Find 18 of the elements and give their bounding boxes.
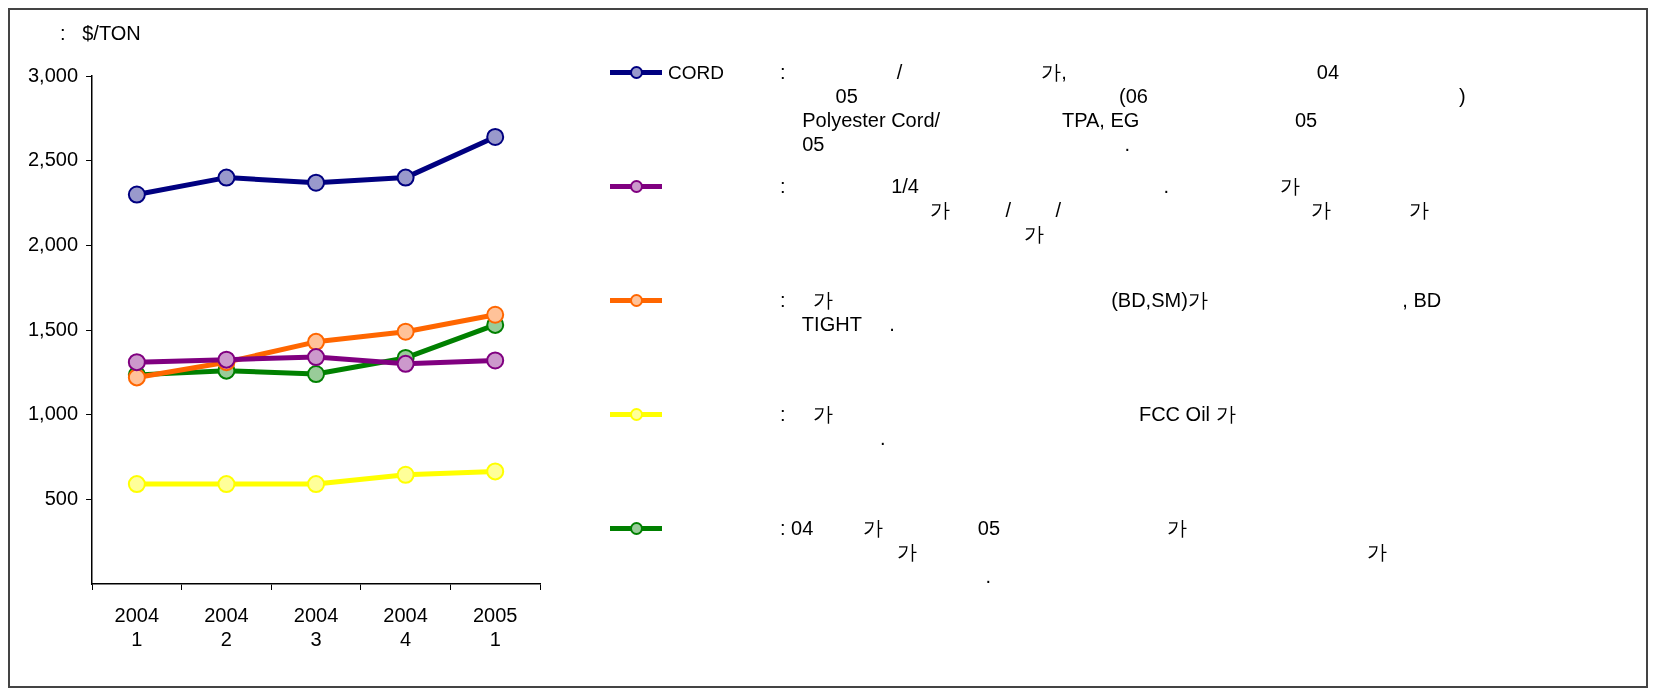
text: : / 가, 04 05 (06 ) Polyester Cord/ TPA, EG 05 05 . bbox=[780, 60, 1466, 157]
y-tick-label: 500 bbox=[44, 486, 79, 509]
legend-label: CORD bbox=[668, 62, 724, 84]
text: : 가 (BD,SM)가 , BD TIGHT . bbox=[780, 288, 1442, 337]
y-tick-label: 1,500 bbox=[27, 317, 79, 340]
y-tick-label: 2,000 bbox=[27, 232, 79, 255]
text: : 1/4 . 가 가 / / 가 가 가 bbox=[780, 174, 1430, 247]
x-tick-label: 2004 2 bbox=[204, 603, 249, 650]
x-tick-label: 2004 1 bbox=[114, 603, 160, 650]
y-tick-label: 2,500 bbox=[27, 148, 79, 171]
text: : 가 FCC Oil 가 . bbox=[780, 402, 1236, 451]
y-axis-title: : $/TON bbox=[60, 22, 141, 45]
text: : 04 가 05 가 가 가 . bbox=[780, 516, 1387, 589]
x-tick-label: 2004 4 bbox=[383, 603, 428, 650]
y-tick-label: 3,000 bbox=[27, 63, 79, 86]
x-tick-label: 2004 3 bbox=[293, 603, 339, 650]
y-tick-label: 1,000 bbox=[27, 402, 79, 425]
x-tick-label: 2005 1 bbox=[472, 603, 518, 650]
